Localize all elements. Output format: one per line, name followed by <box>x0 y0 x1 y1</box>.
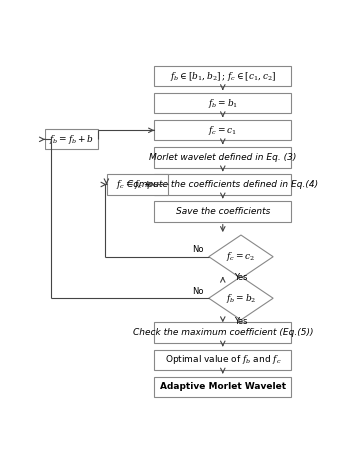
Text: $f_c = c_2$: $f_c = c_2$ <box>226 250 256 263</box>
Text: Yes: Yes <box>234 273 248 282</box>
Text: $f_c = c_1$: $f_c = c_1$ <box>208 124 237 137</box>
Text: Optimal value of $f_b$ and $f_c$: Optimal value of $f_b$ and $f_c$ <box>165 353 281 366</box>
Text: Morlet wavelet defined in Eq. (3): Morlet wavelet defined in Eq. (3) <box>149 153 296 162</box>
Text: Adaptive Morlet Wavelet: Adaptive Morlet Wavelet <box>160 382 286 391</box>
Text: $f_c = f_c + c$: $f_c = f_c + c$ <box>116 178 159 191</box>
Polygon shape <box>209 235 273 279</box>
Text: $f_b = b_1$: $f_b = b_1$ <box>208 97 238 110</box>
FancyBboxPatch shape <box>154 147 291 167</box>
Text: No: No <box>192 245 203 254</box>
FancyBboxPatch shape <box>45 129 98 150</box>
Text: $f_b = b_2$: $f_b = b_2$ <box>226 292 256 305</box>
Text: Check the maximum coefficient (Eq.(5)): Check the maximum coefficient (Eq.(5)) <box>132 328 313 337</box>
FancyBboxPatch shape <box>154 174 291 195</box>
Text: No: No <box>192 287 203 295</box>
Text: Save the coefficients: Save the coefficients <box>175 207 270 216</box>
FancyBboxPatch shape <box>154 322 291 343</box>
Polygon shape <box>209 277 273 320</box>
FancyBboxPatch shape <box>154 120 291 140</box>
FancyBboxPatch shape <box>154 377 291 397</box>
Text: Yes: Yes <box>234 317 248 325</box>
FancyBboxPatch shape <box>154 66 291 86</box>
FancyBboxPatch shape <box>107 174 168 195</box>
Text: Compute the coefficients defined in Eq.(4): Compute the coefficients defined in Eq.(… <box>127 180 318 189</box>
Text: $f_b = f_b + b$: $f_b = f_b + b$ <box>49 133 94 146</box>
FancyBboxPatch shape <box>154 93 291 113</box>
Text: $f_b \in [b_1, b_2]\,;\, f_c \in [c_1, c_2]$: $f_b \in [b_1, b_2]\,;\, f_c \in [c_1, c… <box>170 69 276 83</box>
FancyBboxPatch shape <box>154 202 291 222</box>
FancyBboxPatch shape <box>154 349 291 370</box>
